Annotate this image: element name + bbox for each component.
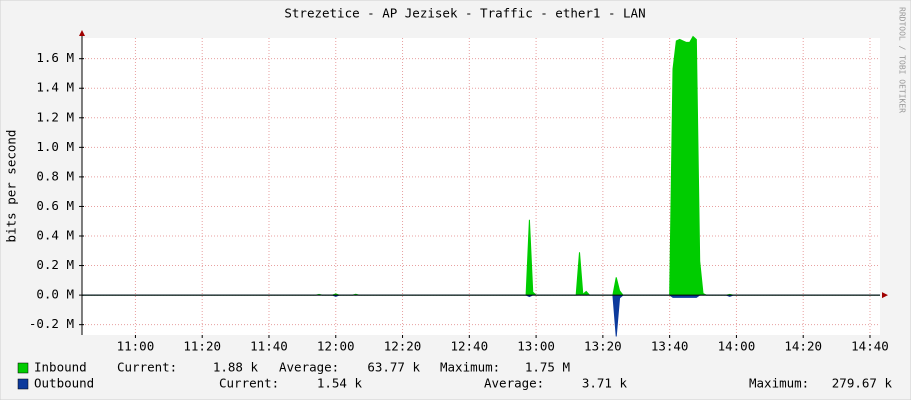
plot-area bbox=[82, 38, 880, 335]
legend-stat-label: Maximum: bbox=[749, 376, 809, 391]
x-tick-label: 14:00 bbox=[718, 339, 756, 354]
legend-label: Outbound bbox=[34, 376, 94, 391]
x-tick-label: 11:40 bbox=[250, 339, 288, 354]
legend-stat-value: 1.75 M bbox=[525, 360, 570, 375]
y-tick-label: 1.4 M bbox=[36, 80, 74, 95]
legend-stat-label: Current: bbox=[117, 360, 177, 375]
y-tick-label: -0.2 M bbox=[29, 316, 74, 331]
x-tick-label: 12:20 bbox=[384, 339, 422, 354]
legend-swatch bbox=[17, 362, 29, 374]
y-tick-label: 0.6 M bbox=[36, 198, 74, 213]
legend-stat-label: Maximum: bbox=[440, 360, 500, 375]
area-fill bbox=[82, 36, 880, 296]
axis-arrow bbox=[79, 30, 85, 36]
watermark: RRDTOOL / TOBI OETIKER bbox=[898, 7, 907, 113]
y-tick-label: 0.2 M bbox=[36, 257, 74, 272]
x-tick-label: 13:00 bbox=[517, 339, 555, 354]
y-tick-label: 1.2 M bbox=[36, 109, 74, 124]
y-tick-label: 1.6 M bbox=[36, 50, 74, 65]
x-tick-label: 11:00 bbox=[117, 339, 155, 354]
legend-label: Inbound bbox=[34, 360, 87, 375]
legend-stat-value: 3.71 k bbox=[582, 376, 628, 391]
y-tick-label: 1.0 M bbox=[36, 139, 74, 154]
legend-stat-label: Average: bbox=[279, 360, 339, 375]
legend-stat-value: 279.67 k bbox=[832, 376, 893, 391]
legend-stat-value: 1.54 k bbox=[317, 376, 363, 391]
y-tick-label: 0.8 M bbox=[36, 168, 74, 183]
x-tick-label: 11:20 bbox=[183, 339, 221, 354]
legend-swatch bbox=[17, 378, 29, 390]
x-tick-label: 14:20 bbox=[784, 339, 822, 354]
x-tick-label: 12:40 bbox=[450, 339, 488, 354]
legend-stat-value: 1.88 k bbox=[213, 360, 259, 375]
x-tick-label: 12:00 bbox=[317, 339, 355, 354]
x-tick-label: 13:40 bbox=[651, 339, 689, 354]
chart-title: Strezetice - AP Jezisek - Traffic - ethe… bbox=[284, 6, 645, 21]
x-tick-label: 13:20 bbox=[584, 339, 622, 354]
legend-stat-value: 63.77 k bbox=[367, 360, 420, 375]
legend-stat-label: Average: bbox=[484, 376, 544, 391]
y-tick-label: 0.4 M bbox=[36, 228, 74, 243]
x-tick-label: 14:40 bbox=[851, 339, 889, 354]
legend-stat-label: Current: bbox=[219, 376, 279, 391]
axis-arrow bbox=[882, 292, 888, 299]
y-tick-label: 0.0 M bbox=[36, 287, 74, 302]
y-axis-label: bits per second bbox=[4, 130, 19, 243]
